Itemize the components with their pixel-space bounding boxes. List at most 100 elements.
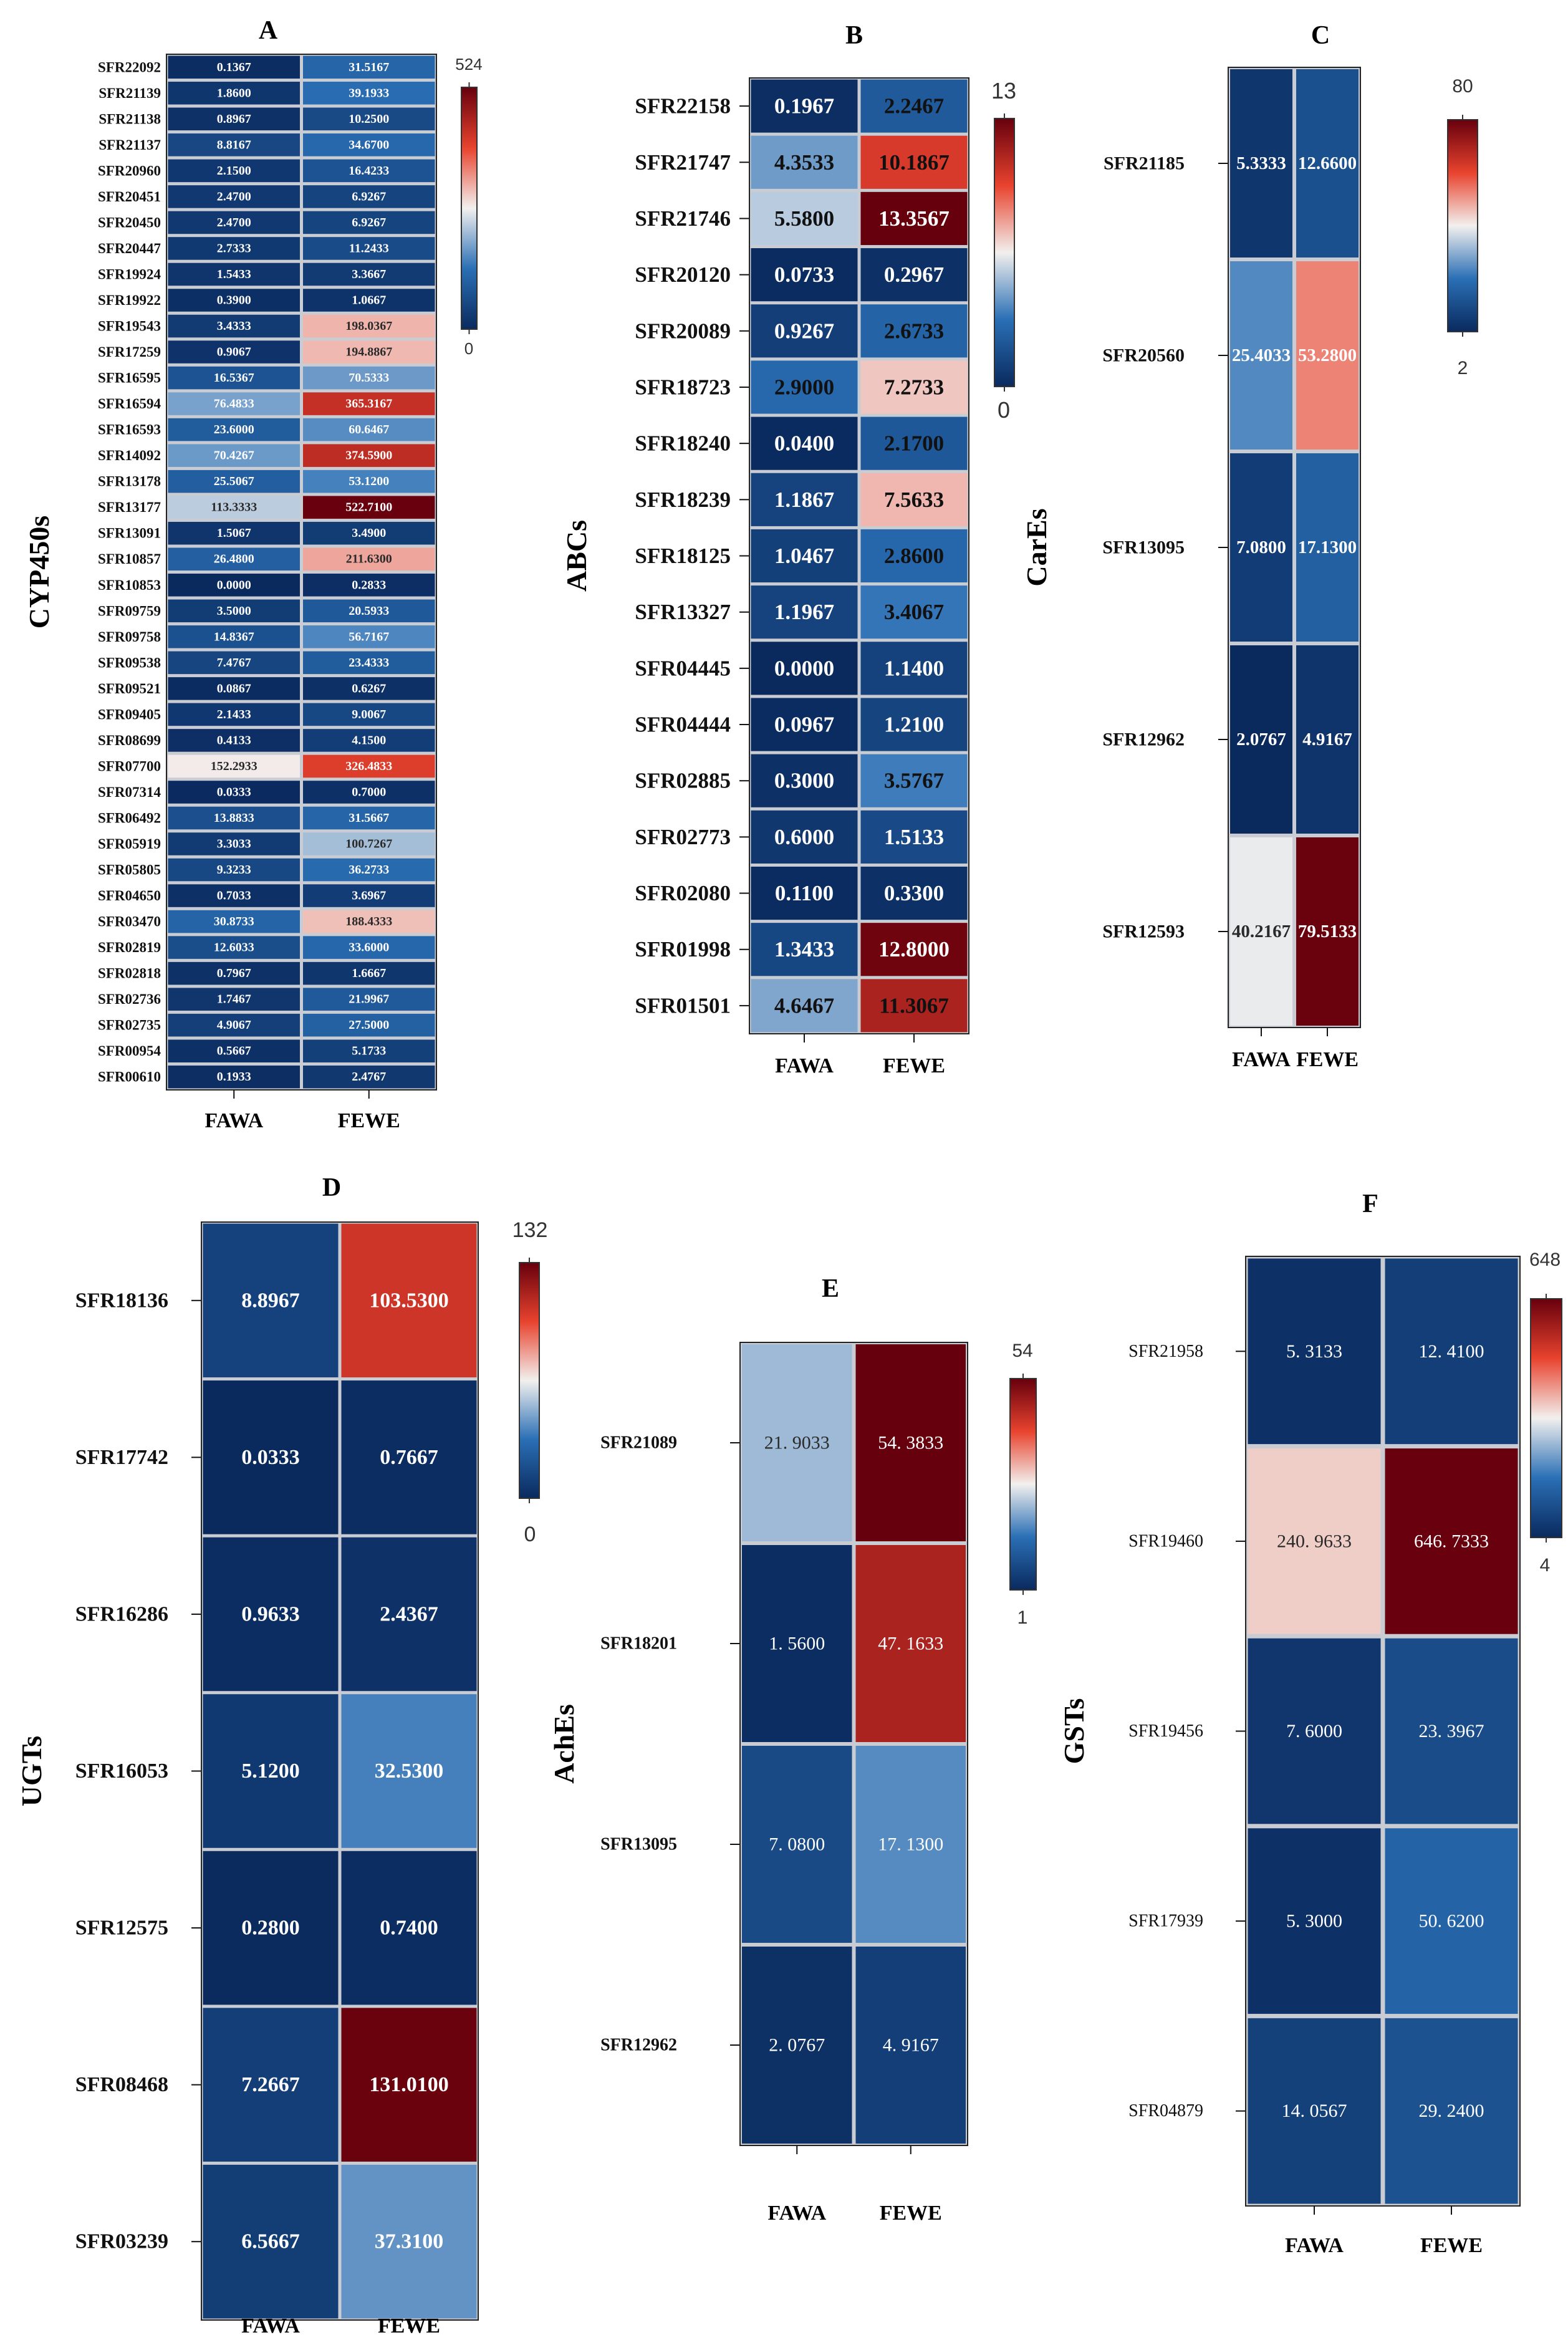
- cell-value-label: 3.5000: [217, 604, 251, 618]
- colorbar: [461, 87, 478, 330]
- row-label: SFR20960: [98, 163, 161, 178]
- heatmap-panel-b: B ABCs SFR22158 0.1967 2.2467 SFR21747 4.3533 1…: [560, 21, 1016, 1077]
- heatmap-cell: [168, 237, 300, 260]
- heatmap-cell: [303, 133, 435, 156]
- heatmap-cell: [860, 79, 968, 133]
- cell-value-label: 70.5333: [349, 371, 389, 385]
- heatmap-cell: [855, 1746, 966, 1943]
- cell-value-label: 25.4033: [1232, 345, 1291, 365]
- panel-letter: C: [1311, 21, 1330, 50]
- cell-value-label: 4. 9167: [883, 2035, 939, 2056]
- heatmap-cell: [168, 289, 300, 312]
- heatmap-cell: [860, 585, 968, 639]
- column-label: FAWA: [1232, 1048, 1291, 1071]
- heatmap-cell: [168, 574, 300, 597]
- cell-value-label: 7.4767: [217, 656, 251, 670]
- cell-value-label: 32.5300: [375, 1760, 444, 1783]
- heatmap-cell: [860, 248, 968, 302]
- heatmap-cell: [168, 496, 300, 519]
- cell-value-label: 5. 3000: [1286, 1911, 1342, 1932]
- heatmap-cell: [751, 248, 858, 302]
- row-label: SFR20450: [98, 214, 161, 230]
- cell-value-label: 5.5800: [774, 206, 834, 231]
- cell-value-label: 2.7333: [217, 241, 251, 255]
- cell-value-label: 2.4700: [217, 216, 251, 229]
- cell-value-label: 1.6667: [352, 966, 386, 980]
- colorbar: [1009, 1378, 1037, 1591]
- row-label: SFR16594: [98, 396, 161, 412]
- heatmap-cell: [203, 2164, 339, 2319]
- heatmap-cell: [168, 1065, 300, 1089]
- y-axis-label: AchEs: [548, 1704, 580, 1784]
- cell-value-label: 3.3667: [352, 267, 386, 281]
- row-label: SFR18201: [600, 1634, 677, 1654]
- column-label: FAWA: [1285, 2234, 1344, 2257]
- row-label: SFR21137: [99, 137, 161, 153]
- cell-value-label: 76.4833: [214, 397, 254, 411]
- heatmap-cell: [341, 1223, 477, 1378]
- row-label: SFR21747: [635, 150, 731, 175]
- row-label: SFR14092: [98, 448, 161, 463]
- cell-value-label: 47. 1633: [878, 1634, 943, 1654]
- cell-value-label: 0.0000: [217, 578, 251, 592]
- heatmap-cell: [1248, 1258, 1381, 1445]
- row-label: SFR22092: [98, 59, 161, 75]
- cell-value-label: 8.8967: [241, 1289, 300, 1312]
- colorbar-max-label: 524: [455, 55, 482, 74]
- cell-value-label: 4.1500: [352, 733, 386, 747]
- column-label: FEWE: [338, 1109, 400, 1132]
- heatmap-cell: [860, 416, 968, 470]
- cell-value-label: 0.7400: [380, 1917, 438, 1940]
- row-label: SFR18136: [75, 1289, 168, 1312]
- cell-value-label: 0.7667: [380, 1446, 438, 1469]
- heatmap-cell: [751, 135, 858, 189]
- heatmap-cell: [751, 79, 858, 133]
- row-label: SFR00610: [98, 1069, 161, 1085]
- panel-letter: A: [259, 16, 278, 45]
- heatmap-cell: [303, 1039, 435, 1062]
- cell-value-label: 4.9167: [1302, 729, 1352, 749]
- cell-value-label: 23. 3967: [1419, 1721, 1484, 1741]
- cell-value-label: 13.3567: [878, 206, 950, 231]
- row-label: SFR07700: [98, 758, 161, 774]
- heatmap-cell: [855, 1344, 966, 1541]
- cell-value-label: 0.5667: [217, 1044, 251, 1058]
- cell-value-label: 70.4267: [214, 449, 254, 463]
- heatmap-cell: [1296, 837, 1359, 1026]
- cell-value-label: 31.5167: [349, 60, 389, 74]
- cell-value-label: 37.3100: [375, 2230, 444, 2253]
- heatmap-cell: [341, 2008, 477, 2162]
- heatmap-cell: [860, 135, 968, 189]
- heatmap-cell: [860, 810, 968, 864]
- row-label: SFR20451: [98, 189, 161, 205]
- row-label: SFR03239: [75, 2230, 168, 2253]
- heatmap-cell: [303, 340, 435, 364]
- heatmap-cell: [742, 1947, 852, 2144]
- cell-value-label: 50. 6200: [1419, 1911, 1484, 1932]
- heatmap-cell: [203, 2008, 339, 2162]
- cell-value-label: 23.6000: [214, 423, 254, 436]
- cell-value-label: 194.8867: [345, 345, 392, 359]
- row-label: SFR16593: [98, 422, 161, 438]
- column-label: FEWE: [1296, 1048, 1359, 1071]
- heatmap-cell: [1296, 645, 1359, 834]
- cell-value-label: 23.4333: [349, 656, 389, 670]
- heatmap-cell: [303, 469, 435, 493]
- cell-value-label: 0.6267: [352, 681, 386, 695]
- cell-value-label: 79.5133: [1298, 922, 1357, 941]
- row-label: SFR13327: [635, 600, 731, 624]
- row-label: SFR09405: [98, 706, 161, 722]
- cell-value-label: 4.9067: [217, 1018, 251, 1032]
- cell-value-label: 6.5667: [241, 2230, 300, 2253]
- cell-value-label: 188.4333: [345, 915, 392, 928]
- row-label: SFR21958: [1128, 1342, 1203, 1361]
- heatmap-cell: [1296, 69, 1359, 258]
- cell-value-label: 17. 1300: [878, 1834, 943, 1855]
- cell-value-label: 0.3900: [217, 293, 251, 307]
- cell-value-label: 9.0067: [352, 708, 386, 721]
- cell-value-label: 3.5767: [884, 769, 944, 793]
- cell-value-label: 0.9067: [217, 345, 251, 359]
- column-label: FAWA: [767, 2202, 826, 2225]
- heatmap-cell: [303, 781, 435, 804]
- cell-value-label: 0.0967: [774, 713, 834, 737]
